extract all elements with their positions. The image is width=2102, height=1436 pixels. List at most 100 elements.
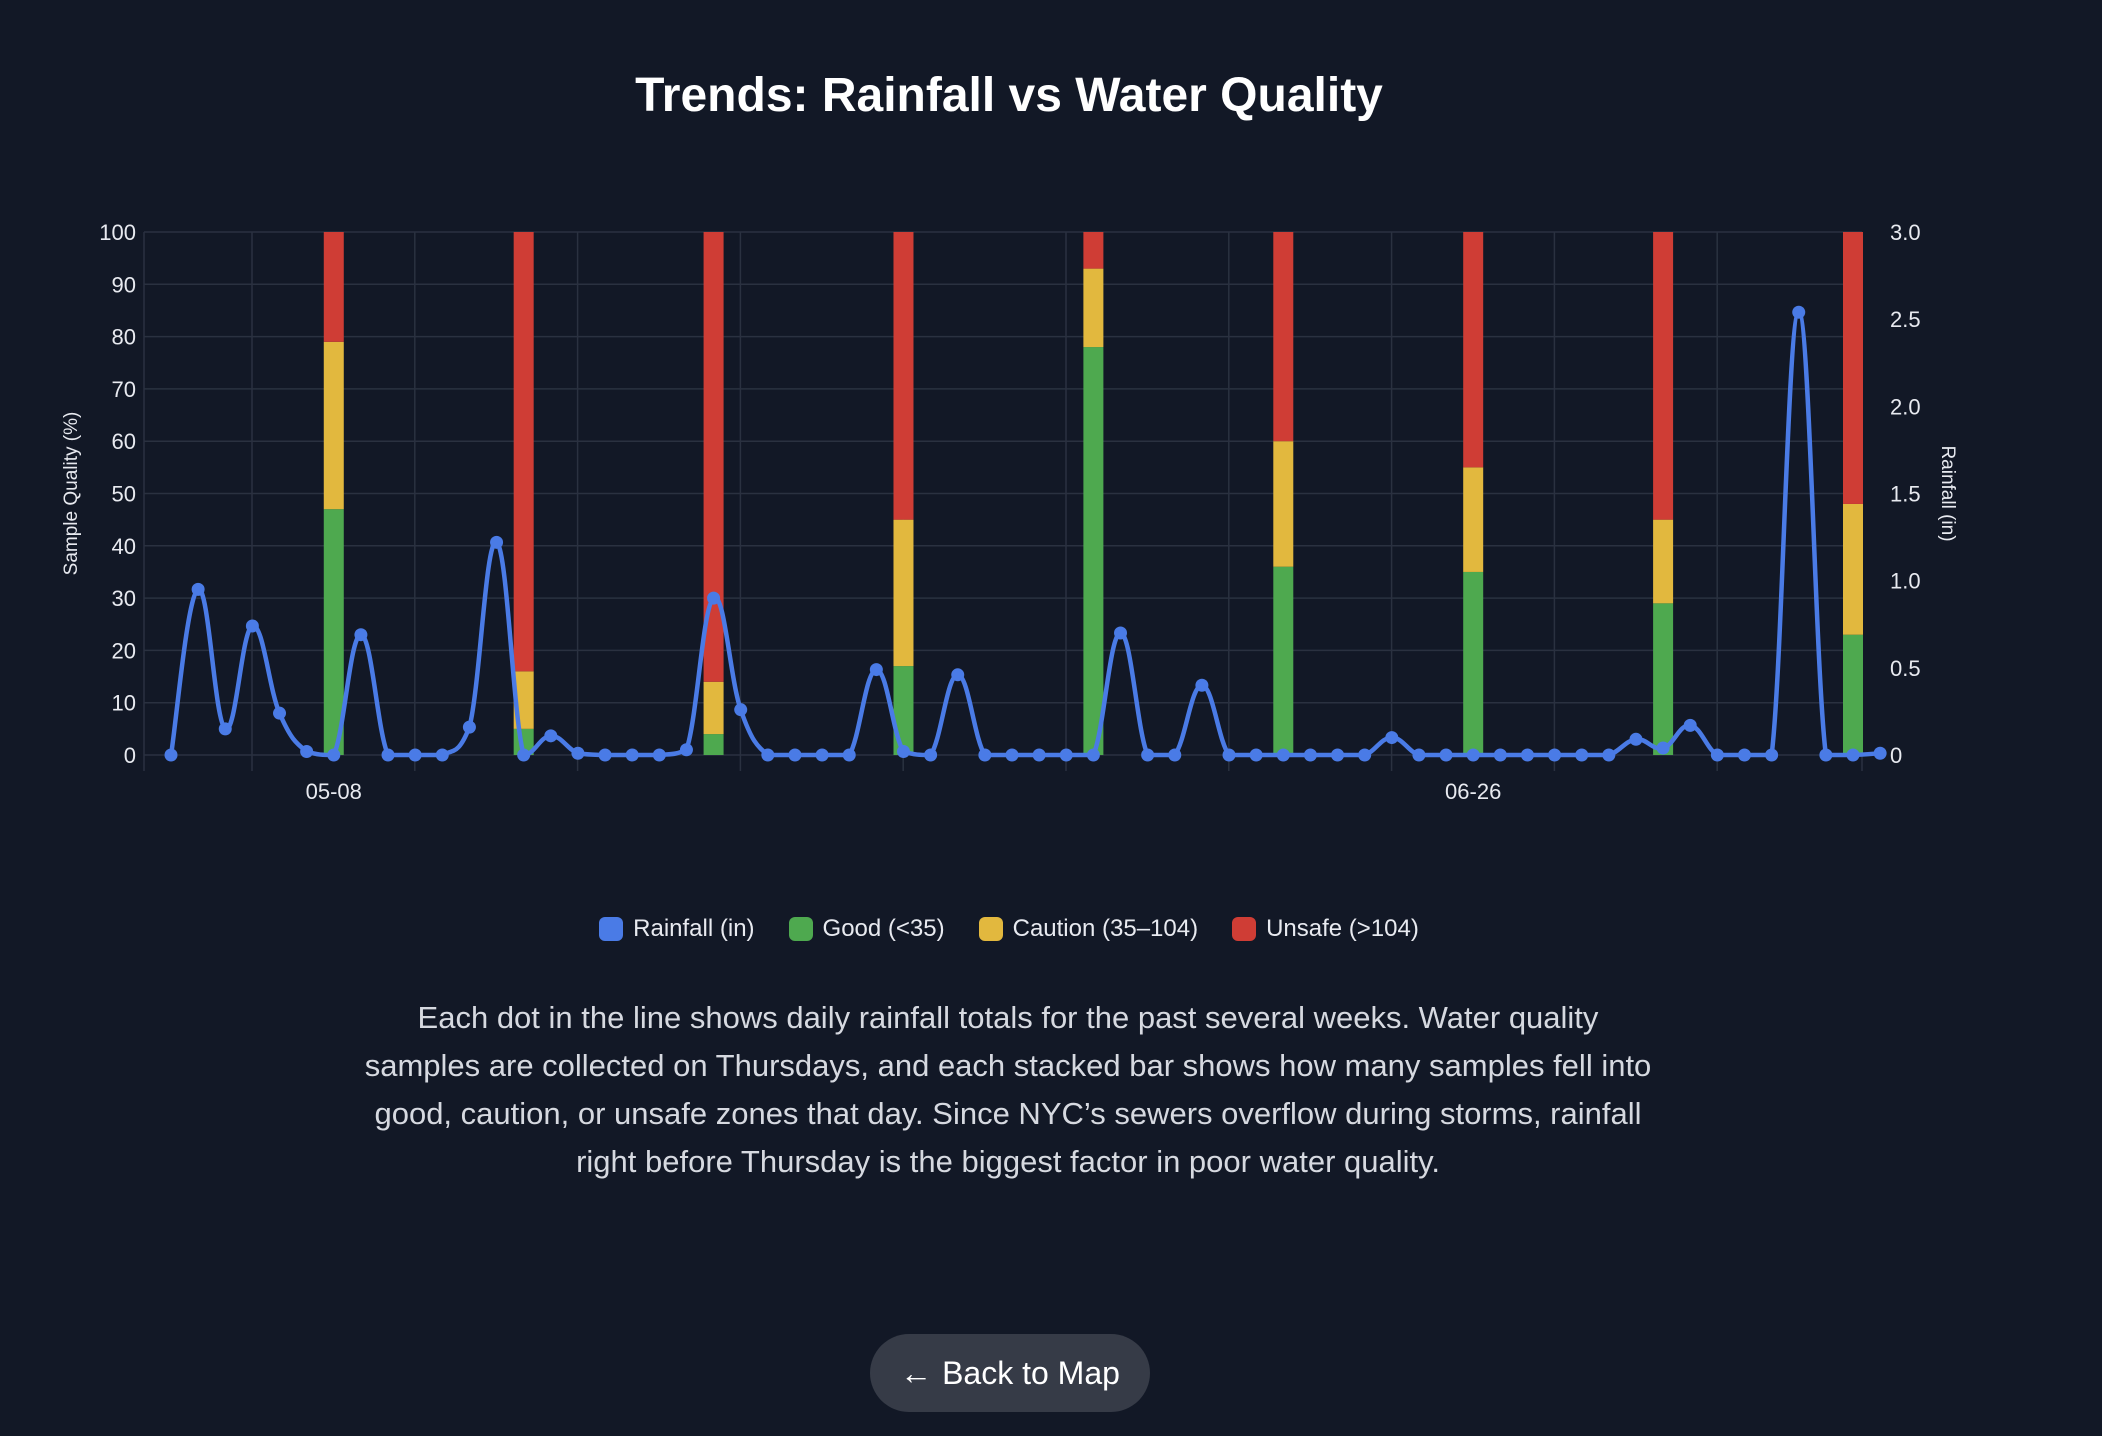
bar-segment-unsafe xyxy=(1273,232,1294,442)
rainfall-point xyxy=(435,748,449,762)
legend-item-rainfall[interactable]: Rainfall (in) xyxy=(599,915,755,943)
rainfall-point xyxy=(327,748,341,762)
y-right-tick-label: 0.5 xyxy=(1890,656,1921,681)
rainfall-point xyxy=(1331,748,1345,762)
bar-segment-good xyxy=(893,666,914,755)
arrow-left-icon: ← xyxy=(900,1354,933,1391)
x-tick-label: 06-26 xyxy=(1445,779,1501,804)
rainfall-point xyxy=(1086,748,1100,762)
rainfall-point xyxy=(300,745,314,759)
chart-legend: Rainfall (in) Good (<35) Caution (35–104… xyxy=(0,915,2018,943)
rainfall-point xyxy=(1710,748,1724,762)
bar-segment-caution xyxy=(1463,467,1484,572)
rainfall-point xyxy=(1846,748,1860,762)
rainfall-quality-chart: 0 10 20 30 40 50 60 70 80 90 100 0 0.5 1.0 1.5 2.0 2.5 3.… xyxy=(61,220,1958,804)
legend-label-caution: Caution (35–104) xyxy=(1012,915,1199,942)
rainfall-point xyxy=(1168,748,1182,762)
rainfall-point xyxy=(679,743,693,757)
rainfall-point xyxy=(273,706,287,720)
rainfall-point xyxy=(462,720,476,734)
y-right-tick-label: 3.0 xyxy=(1890,220,1921,245)
legend-item-unsafe[interactable]: Unsafe (>104) xyxy=(1232,915,1419,943)
rainfall-point xyxy=(652,748,666,762)
rainfall-point xyxy=(707,591,721,605)
back-to-map-button[interactable]: ← Back to Map xyxy=(870,1334,1150,1412)
legend-swatch-rainfall xyxy=(599,917,624,941)
rainfall-point xyxy=(896,745,910,759)
legend-swatch-unsafe xyxy=(1232,917,1257,941)
bar-segment-unsafe xyxy=(703,232,724,682)
rainfall-point xyxy=(1520,748,1534,762)
y-left-tick-label: 100 xyxy=(99,220,136,245)
bar-segment-unsafe xyxy=(1463,232,1484,468)
bar-segment-good xyxy=(703,734,724,755)
rainfall-point xyxy=(1385,731,1399,745)
legend-item-caution[interactable]: Caution (35–104) xyxy=(978,915,1199,943)
bar-segment-unsafe xyxy=(893,232,914,520)
y-left-tick-label: 40 xyxy=(112,534,136,559)
y-left-tick-label: 90 xyxy=(112,272,136,297)
rainfall-point xyxy=(1602,748,1616,762)
rainfall-point xyxy=(1439,748,1453,762)
y-right-tick-label: 2.5 xyxy=(1890,307,1921,332)
y-left-tick-label: 70 xyxy=(112,377,136,402)
rainfall-point xyxy=(1873,746,1887,760)
legend-swatch-good xyxy=(788,917,813,941)
bar-segment-unsafe xyxy=(1843,232,1863,504)
rainfall-line xyxy=(168,309,1881,758)
bar-segment-caution xyxy=(1083,268,1104,348)
rainfall-point xyxy=(408,748,422,762)
rainfall-point xyxy=(1765,748,1779,762)
back-to-map-label: Back to Map xyxy=(942,1354,1120,1391)
chart-description: Each dot in the line shows daily rainfal… xyxy=(364,1000,1652,1179)
y-left-tick-label: 60 xyxy=(112,429,136,454)
bar-segment-caution xyxy=(1653,519,1674,604)
rainfall-point xyxy=(517,748,531,762)
bar-segment-unsafe xyxy=(513,232,534,672)
rainfall-point xyxy=(978,748,992,762)
rainfall-point xyxy=(191,582,205,596)
y-left-tick-label: 50 xyxy=(112,482,136,507)
rainfall-point xyxy=(734,703,748,717)
bar-segment-caution xyxy=(1273,441,1294,567)
bar-segment-caution xyxy=(1843,503,1863,635)
rainfall-point xyxy=(381,748,395,762)
bar-segment-good xyxy=(1083,347,1104,755)
legend-label-unsafe: Unsafe (>104) xyxy=(1266,915,1419,942)
y-left-tick-label: 20 xyxy=(112,638,136,663)
y-left-tick-label: 0 xyxy=(124,743,136,768)
rainfall-point xyxy=(1737,748,1751,762)
bar-segment-unsafe xyxy=(1653,232,1674,520)
rainfall-point xyxy=(1141,748,1155,762)
legend-item-good[interactable]: Good (<35) xyxy=(788,915,945,943)
rainfall-point xyxy=(218,722,232,736)
legend-label-rainfall: Rainfall (in) xyxy=(633,915,755,942)
rainfall-point xyxy=(1303,748,1317,762)
rainfall-point xyxy=(1059,748,1073,762)
rainfall-point xyxy=(164,748,178,762)
y-right-tick-label: 1.5 xyxy=(1890,482,1921,507)
bar-segment-good xyxy=(323,509,344,755)
rainfall-point xyxy=(245,619,259,633)
legend-swatch-caution xyxy=(978,917,1003,941)
rainfall-point xyxy=(1819,748,1833,762)
y-left-tick-label: 10 xyxy=(112,691,136,716)
rainfall-point xyxy=(1656,741,1670,755)
rainfall-point xyxy=(490,535,504,549)
rainfall-point xyxy=(1005,748,1019,762)
rainfall-point xyxy=(1466,748,1480,762)
bar-segment-caution xyxy=(323,341,344,510)
rainfall-point xyxy=(1276,748,1290,762)
rainfall-point xyxy=(1032,748,1046,762)
rainfall-point xyxy=(1575,748,1589,762)
legend-label-good: Good (<35) xyxy=(822,915,945,942)
rainfall-point xyxy=(1358,748,1372,762)
y-left-tick-label: 80 xyxy=(112,325,136,350)
page-title: Trends: Rainfall vs Water Quality xyxy=(635,69,1383,122)
y-left-tick-label: 30 xyxy=(112,586,136,611)
bar-segment-good xyxy=(1843,634,1863,755)
rainfall-point xyxy=(869,663,883,677)
y-right-tick-label: 1.0 xyxy=(1890,569,1921,594)
rainfall-point xyxy=(1114,626,1128,640)
